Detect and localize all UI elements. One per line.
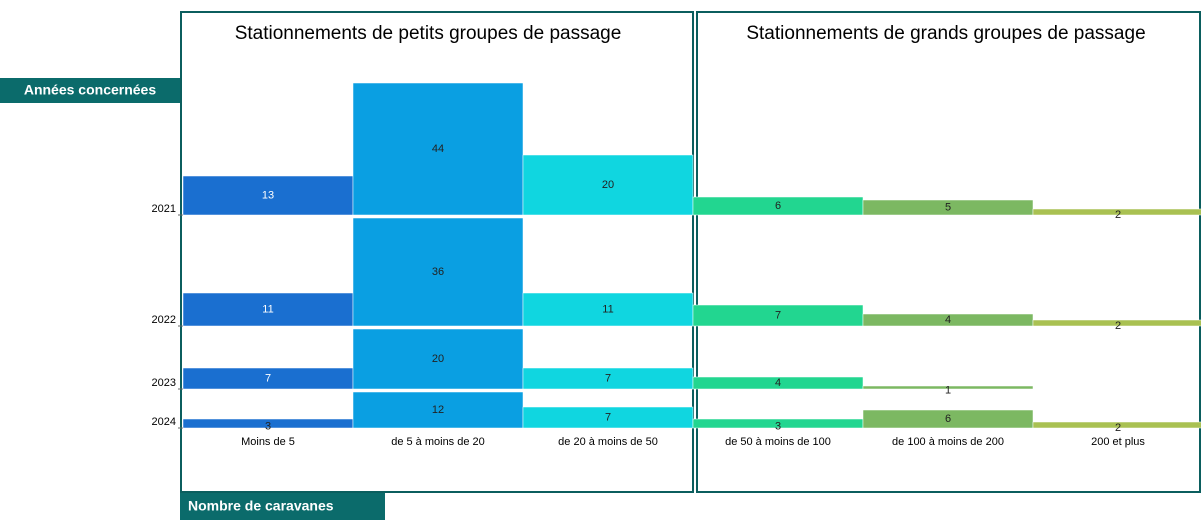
bar xyxy=(862,385,1034,390)
bar xyxy=(692,376,864,390)
value-label: 7 xyxy=(605,411,611,423)
row-label: 2022 xyxy=(152,314,176,326)
value-label: 7 xyxy=(605,372,611,384)
bar xyxy=(522,406,694,429)
bar xyxy=(352,391,524,429)
value-label: 20 xyxy=(602,179,614,191)
bar xyxy=(182,292,354,327)
value-label: 6 xyxy=(945,413,951,425)
value-label: 7 xyxy=(265,372,271,384)
value-label: 1 xyxy=(945,384,951,396)
row-label: 2023 xyxy=(152,377,176,389)
x-label-box xyxy=(180,493,385,520)
bar xyxy=(182,175,354,216)
bar xyxy=(1032,421,1201,429)
value-label: 3 xyxy=(265,420,271,432)
x-tick-label: Moins de 5 xyxy=(241,436,295,448)
bar xyxy=(1032,208,1201,216)
value-label: 20 xyxy=(432,353,444,365)
value-label: 6 xyxy=(775,200,781,212)
value-label: 36 xyxy=(432,266,444,278)
value-label: 11 xyxy=(262,303,273,315)
bar xyxy=(352,328,524,390)
x-tick-label: de 5 à moins de 20 xyxy=(391,436,485,448)
value-label: 4 xyxy=(775,377,781,389)
value-label: 2 xyxy=(1115,320,1121,332)
x-tick-label: 200 et plus xyxy=(1091,436,1145,448)
bar xyxy=(1032,319,1201,327)
panel-right xyxy=(696,11,1201,493)
value-label: 2 xyxy=(1115,209,1121,221)
y-label: Années concernées xyxy=(24,82,156,98)
bar xyxy=(352,82,524,216)
value-label: 13 xyxy=(262,189,274,201)
x-tick-label: de 20 à moins de 50 xyxy=(558,436,658,448)
x-label: Nombre de caravanes xyxy=(188,498,334,514)
value-label: 5 xyxy=(945,201,951,213)
row-label: 2024 xyxy=(152,416,176,428)
y-label-box xyxy=(0,78,180,103)
value-label: 4 xyxy=(945,314,951,326)
panel-title: Stationnements de grands groupes de pass… xyxy=(746,23,1145,44)
x-tick-label: de 100 à moins de 200 xyxy=(892,436,1004,448)
value-label: 3 xyxy=(775,420,781,432)
panel-left xyxy=(180,11,694,493)
value-label: 7 xyxy=(775,309,781,321)
panel-title: Stationnements de petits groupes de pass… xyxy=(235,23,622,44)
value-label: 12 xyxy=(432,404,444,416)
bar xyxy=(352,217,524,327)
value-label: 2 xyxy=(1115,422,1121,434)
value-label: 44 xyxy=(432,143,444,155)
bar xyxy=(862,409,1034,429)
x-tick-label: de 50 à moins de 100 xyxy=(725,436,831,448)
bar xyxy=(862,199,1034,216)
row-label: 2021 xyxy=(152,203,176,215)
value-label: 11 xyxy=(602,303,613,315)
bar xyxy=(522,292,694,327)
bar xyxy=(522,154,694,216)
